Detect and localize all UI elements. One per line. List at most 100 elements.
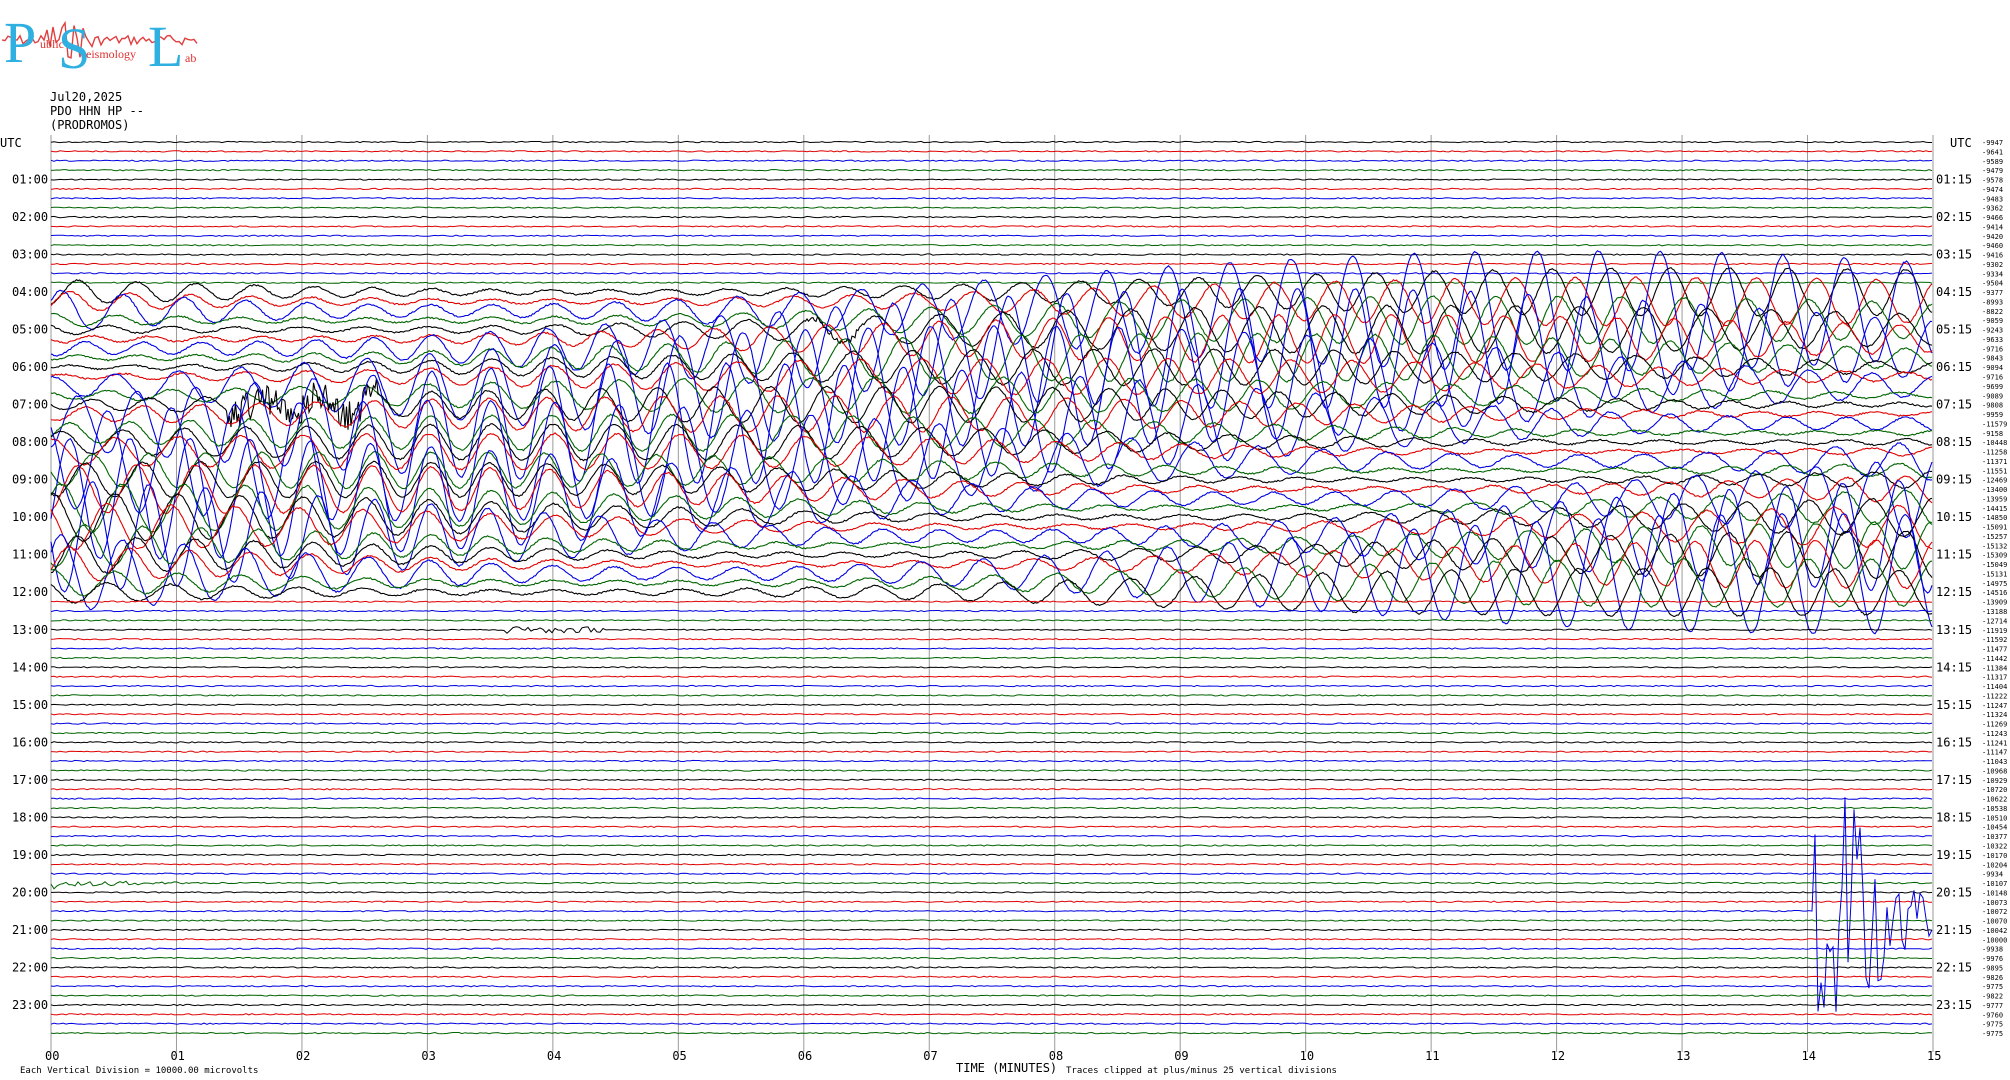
hour-label-left-1: 02:00 [12, 210, 48, 224]
trace-28 [50, 378, 1933, 430]
trace-95 [50, 1031, 1933, 1035]
trace-offset-label-39: -14415 [1982, 505, 2007, 513]
x-tick-label-12: 12 [1551, 1049, 1565, 1063]
hour-label-right-19: 20:15 [1936, 885, 1972, 899]
trace-10 [50, 234, 1933, 237]
trace-9 [50, 225, 1933, 228]
trace-offset-label-77: -10204 [1982, 861, 2007, 869]
hour-label-right-2: 03:15 [1936, 248, 1972, 262]
trace-offset-label-1: -9641 [1982, 148, 2003, 156]
hour-label-left-5: 06:00 [12, 360, 48, 374]
x-tick-label-14: 14 [1802, 1049, 1816, 1063]
trace-31 [50, 413, 1933, 452]
trace-47 [50, 558, 1933, 608]
header-date: Jul20,2025 [50, 90, 122, 104]
trace-offset-label-41: -15091 [1982, 524, 2007, 532]
trace-90 [50, 985, 1933, 988]
trace-offset-label-6: -9483 [1982, 195, 2003, 203]
trace-12 [50, 253, 1933, 256]
trace-offset-label-37: -13400 [1982, 486, 2007, 494]
trace-17 [50, 276, 1933, 327]
trace-87 [50, 956, 1932, 960]
trace-67 [50, 769, 1933, 772]
hour-label-right-10: 11:15 [1936, 548, 1972, 562]
trace-55 [51, 656, 1932, 660]
hour-label-right-11: 12:15 [1936, 585, 1972, 599]
trace-offset-label-49: -13909 [1982, 599, 2007, 607]
x-tick-label-09: 09 [1174, 1049, 1188, 1063]
hour-label-left-6: 07:00 [12, 398, 48, 412]
trace-88 [50, 966, 1933, 969]
hour-label-left-11: 12:00 [12, 585, 48, 599]
x-tick-label-10: 10 [1300, 1049, 1314, 1063]
trace-offset-label-44: -15309 [1982, 552, 2007, 560]
trace-80 [51, 891, 1933, 894]
trace-6 [50, 197, 1933, 200]
trace-44 [51, 530, 1933, 580]
hour-label-left-22: 23:00 [12, 998, 48, 1012]
trace-offset-labels: -9947-9641 -9589-9479 -9578-9474-9483 -9362… [1982, 139, 2007, 1038]
hour-label-left-19: 20:00 [12, 885, 48, 899]
hour-label-right-12: 13:15 [1936, 623, 1972, 637]
trace-offset-label-72: -10510 [1982, 814, 2007, 822]
trace-offset-label-33: -11258 [1982, 449, 2007, 457]
trace-offset-label-5: -9474 [1982, 186, 2003, 194]
trace-offset-label-78: -9934 [1982, 871, 2003, 879]
trace-offset-label-27: -9089 [1982, 392, 2003, 400]
trace-offset-label-67: -10968 [1982, 767, 2007, 775]
trace-offset-label-82: -10072 [1982, 908, 2007, 916]
x-tick-label-06: 06 [798, 1049, 812, 1063]
trace-21 [50, 314, 1933, 364]
trace-offset-label-80: -10148 [1982, 889, 2007, 897]
hour-label-left-13: 14:00 [12, 660, 48, 674]
trace-75 [51, 844, 1933, 847]
hour-label-right-21: 22:15 [1936, 960, 1972, 974]
trace-offset-label-3: -9479 [1982, 167, 2003, 175]
trace-offset-label-60: -11247 [1982, 702, 2007, 710]
trace-offset-label-90: -9775 [1982, 983, 2003, 991]
trace-52 [50, 626, 1933, 634]
trace-86 [50, 947, 1933, 950]
trace-14 [50, 272, 1933, 275]
hour-label-right-18: 19:15 [1936, 848, 1972, 862]
hour-label-left-0: 01:00 [12, 173, 48, 187]
trace-offset-label-17: -8993 [1982, 298, 2003, 306]
logo-word-public: ublic [40, 37, 64, 51]
trace-45 [50, 539, 1933, 590]
x-axis-label: TIME (MINUTES) [956, 1061, 1057, 1075]
trace-32 [50, 423, 1933, 462]
hour-label-left-21: 22:00 [12, 960, 48, 974]
trace-offset-label-81: -10073 [1982, 899, 2007, 907]
trace-offset-label-25: -9716 [1982, 374, 2003, 382]
trace-offset-label-4: -9578 [1982, 177, 2003, 185]
trace-offset-label-66: -11043 [1982, 758, 2007, 766]
trace-offset-label-87: -9976 [1982, 955, 2003, 963]
hour-label-left-7: 08:00 [12, 435, 48, 449]
trace-89 [50, 975, 1933, 979]
hour-label-left-4: 05:00 [12, 323, 48, 337]
trace-offset-label-71: -10538 [1982, 805, 2007, 813]
trace-offset-label-48: -14516 [1982, 589, 2007, 597]
trace-offset-label-7: -9362 [1982, 205, 2003, 213]
trace-offset-label-40: -14850 [1982, 514, 2007, 522]
trace-49 [50, 600, 1933, 603]
x-tick-label-01: 01 [170, 1049, 184, 1063]
hour-label-right-13: 14:15 [1936, 660, 1972, 674]
trace-offset-label-14: -9334 [1982, 270, 2003, 278]
hour-label-right-3: 04:15 [1936, 285, 1972, 299]
hour-label-left-18: 19:00 [12, 848, 48, 862]
trace-offset-label-20: -9243 [1982, 327, 2003, 335]
trace-11 [50, 243, 1933, 247]
hour-label-left-2: 03:00 [12, 248, 48, 262]
trace-59 [50, 694, 1933, 697]
trace-29 [50, 395, 1933, 434]
trace-offset-label-69: -10720 [1982, 786, 2007, 794]
trace-15 [50, 281, 1933, 284]
trace-79 [50, 880, 1933, 890]
trace-offset-label-36: -12469 [1982, 477, 2007, 485]
trace-offset-label-15: -9504 [1982, 280, 2003, 288]
trace-81 [50, 900, 1932, 903]
trace-offset-label-62: -11269 [1982, 721, 2007, 729]
trace-76 [50, 853, 1933, 857]
trace-offset-label-73: -10454 [1982, 824, 2007, 832]
